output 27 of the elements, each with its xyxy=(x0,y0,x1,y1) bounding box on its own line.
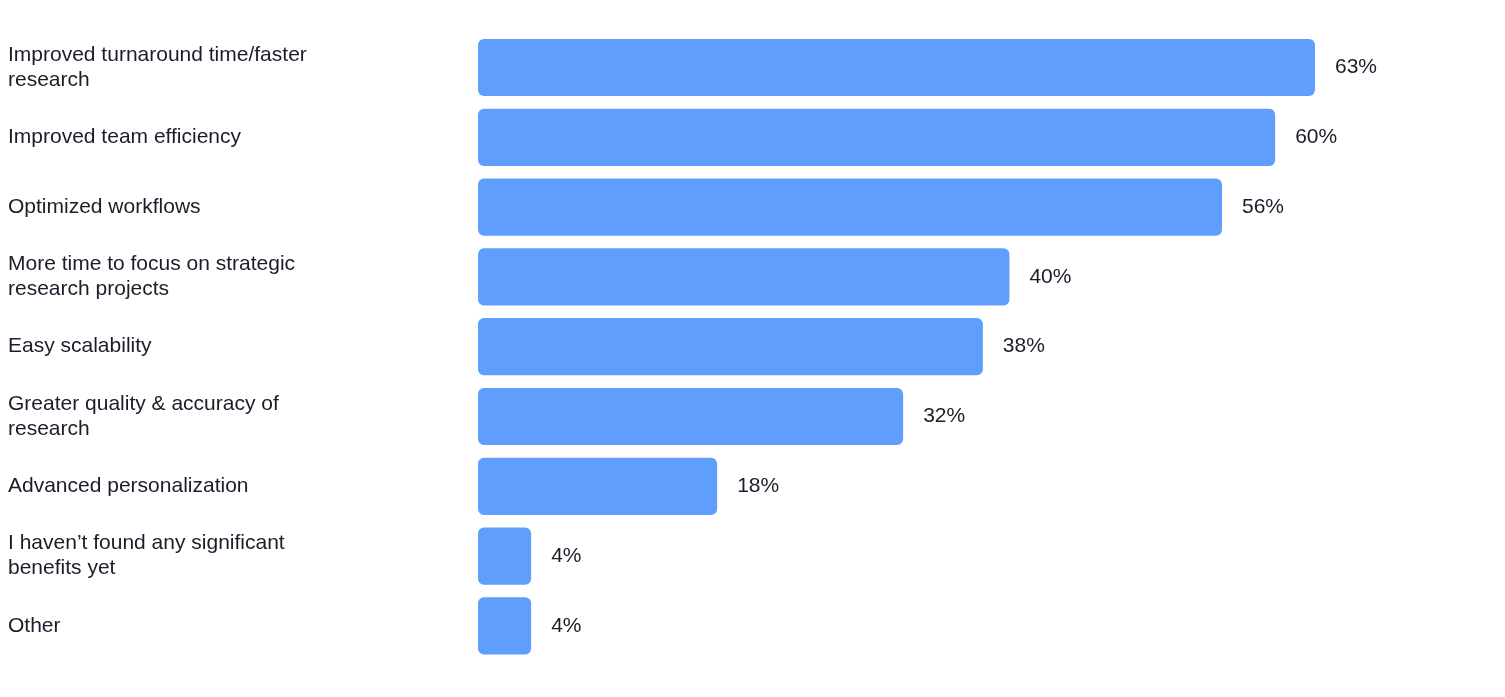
y-tick-label: I haven’t found any significant benefits yet xyxy=(8,530,285,579)
y-tick-label: Greater quality & accuracy of research xyxy=(8,390,279,439)
bar xyxy=(478,318,983,376)
data-label: 4% xyxy=(551,612,582,636)
bar xyxy=(478,248,1010,306)
data-label: 60% xyxy=(1295,124,1338,148)
bar xyxy=(478,527,532,585)
bar xyxy=(478,178,1222,236)
bar xyxy=(478,108,1276,166)
y-tick-label: Advanced personalization xyxy=(8,473,249,497)
y-tick-label: More time to focus on strategic research projects xyxy=(8,251,296,300)
data-label: 18% xyxy=(737,473,780,497)
data-label: 40% xyxy=(1029,263,1072,287)
data-label: 56% xyxy=(1242,193,1285,217)
data-label: 38% xyxy=(1002,333,1045,357)
bar xyxy=(478,457,718,515)
bar xyxy=(478,597,532,655)
data-label: 63% xyxy=(1335,54,1378,78)
y-tick-label: Improved turnaround time/faster research xyxy=(8,41,307,90)
y-tick-label: Easy scalability xyxy=(8,333,153,357)
y-tick-label: Optimized workflows xyxy=(8,193,201,217)
data-label: 4% xyxy=(551,542,582,566)
data-label: 32% xyxy=(923,403,966,427)
bar xyxy=(478,387,904,446)
y-tick-label: Improved team efficiency xyxy=(8,124,242,148)
y-tick-label: Other xyxy=(8,612,61,636)
bar xyxy=(478,38,1315,97)
